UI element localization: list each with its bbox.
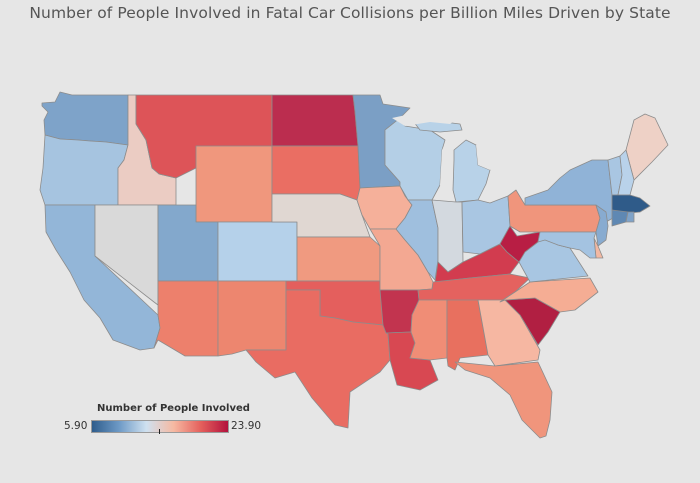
chart-title: Number of People Involved in Fatal Car C… xyxy=(29,4,671,22)
state-or[interactable] xyxy=(39,134,129,206)
lake-huron xyxy=(476,145,492,170)
state-sd[interactable] xyxy=(271,145,361,201)
state-ks[interactable] xyxy=(296,236,381,282)
state-tn[interactable] xyxy=(417,273,531,303)
state-md[interactable] xyxy=(537,231,597,259)
lake-michigan xyxy=(440,140,453,200)
state-me[interactable] xyxy=(625,113,669,181)
state-ca[interactable] xyxy=(44,204,161,351)
state-wa[interactable] xyxy=(41,91,129,146)
state-nv[interactable] xyxy=(94,204,159,306)
state-nd[interactable] xyxy=(271,94,359,147)
legend-max-label: 23.90 xyxy=(231,420,262,432)
legend-title: Number of People Involved xyxy=(97,403,250,414)
state-ct[interactable] xyxy=(611,209,629,227)
great-lakes xyxy=(392,111,492,200)
legend-color-bar xyxy=(91,420,229,433)
state-co[interactable] xyxy=(217,221,298,282)
state-nm[interactable] xyxy=(217,280,287,357)
state-nc[interactable] xyxy=(499,277,599,313)
lake-superior xyxy=(392,111,458,126)
states-layer xyxy=(39,91,669,439)
state-fl[interactable] xyxy=(454,361,553,439)
state-ri[interactable] xyxy=(625,211,635,223)
legend-min-label: 5.90 xyxy=(64,420,88,432)
state-ms[interactable] xyxy=(409,299,448,361)
legend-midpoint-tick xyxy=(159,429,160,434)
state-wy[interactable] xyxy=(195,145,273,223)
state-az[interactable] xyxy=(153,280,219,357)
state-nj[interactable] xyxy=(595,204,609,247)
